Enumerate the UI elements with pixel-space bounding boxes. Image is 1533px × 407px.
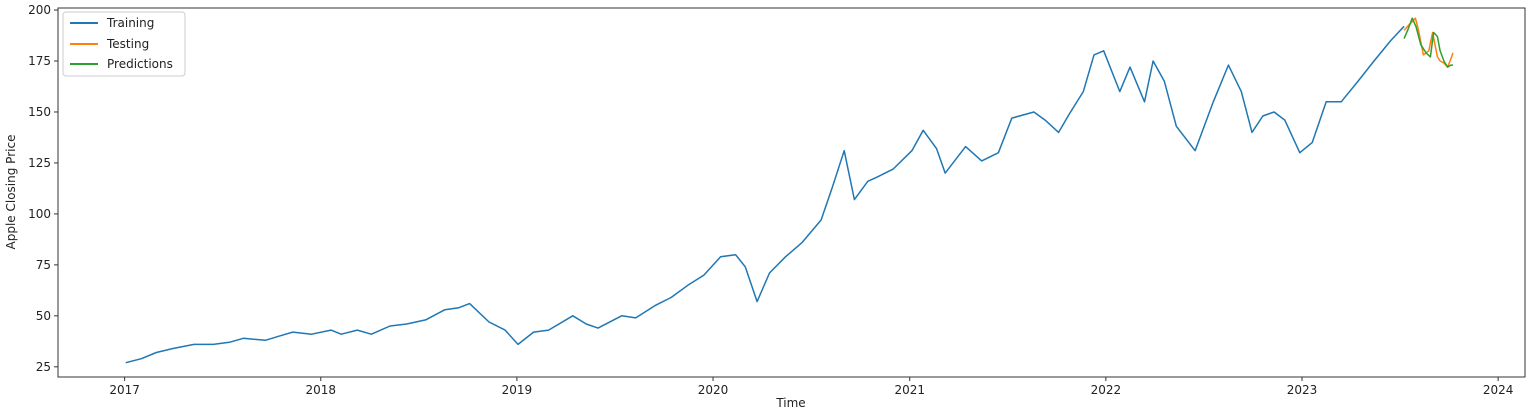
x-tick-label: 2019 [502, 383, 533, 397]
y-tick-label: 175 [28, 54, 51, 68]
x-axis: 2017 2018 2019 2020 2021 2022 2023 2024 [109, 377, 1513, 397]
series-line-predictions [1403, 17, 1453, 68]
y-tick-label: 125 [28, 156, 51, 170]
x-tick-label: 2021 [894, 383, 925, 397]
series-lines [125, 17, 1454, 364]
legend: Training Testing Predictions [62, 11, 186, 77]
y-tick-label: 100 [28, 207, 51, 221]
legend-label-training: Training [106, 16, 154, 30]
x-tick-label: 2024 [1483, 383, 1514, 397]
y-tick-label: 150 [28, 105, 51, 119]
y-tick-label: 200 [28, 3, 51, 17]
x-tick-label: 2017 [109, 383, 140, 397]
legend-label-testing: Testing [106, 37, 149, 51]
x-tick-label: 2023 [1287, 383, 1318, 397]
x-tick-label: 2018 [305, 383, 336, 397]
y-axis: 25 50 75 100 125 150 175 200 [28, 3, 58, 374]
x-tick-label: 2022 [1091, 383, 1122, 397]
series-line-training [125, 25, 1405, 364]
legend-label-predictions: Predictions [107, 57, 173, 71]
x-axis-label: Time [775, 396, 805, 407]
y-tick-label: 25 [36, 360, 51, 374]
legend-box [62, 11, 186, 77]
plot-area [57, 7, 1526, 378]
y-axis-label: Apple Closing Price [4, 135, 18, 250]
x-tick-label: 2020 [698, 383, 729, 397]
y-tick-label: 50 [36, 309, 51, 323]
y-tick-label: 75 [36, 258, 51, 272]
